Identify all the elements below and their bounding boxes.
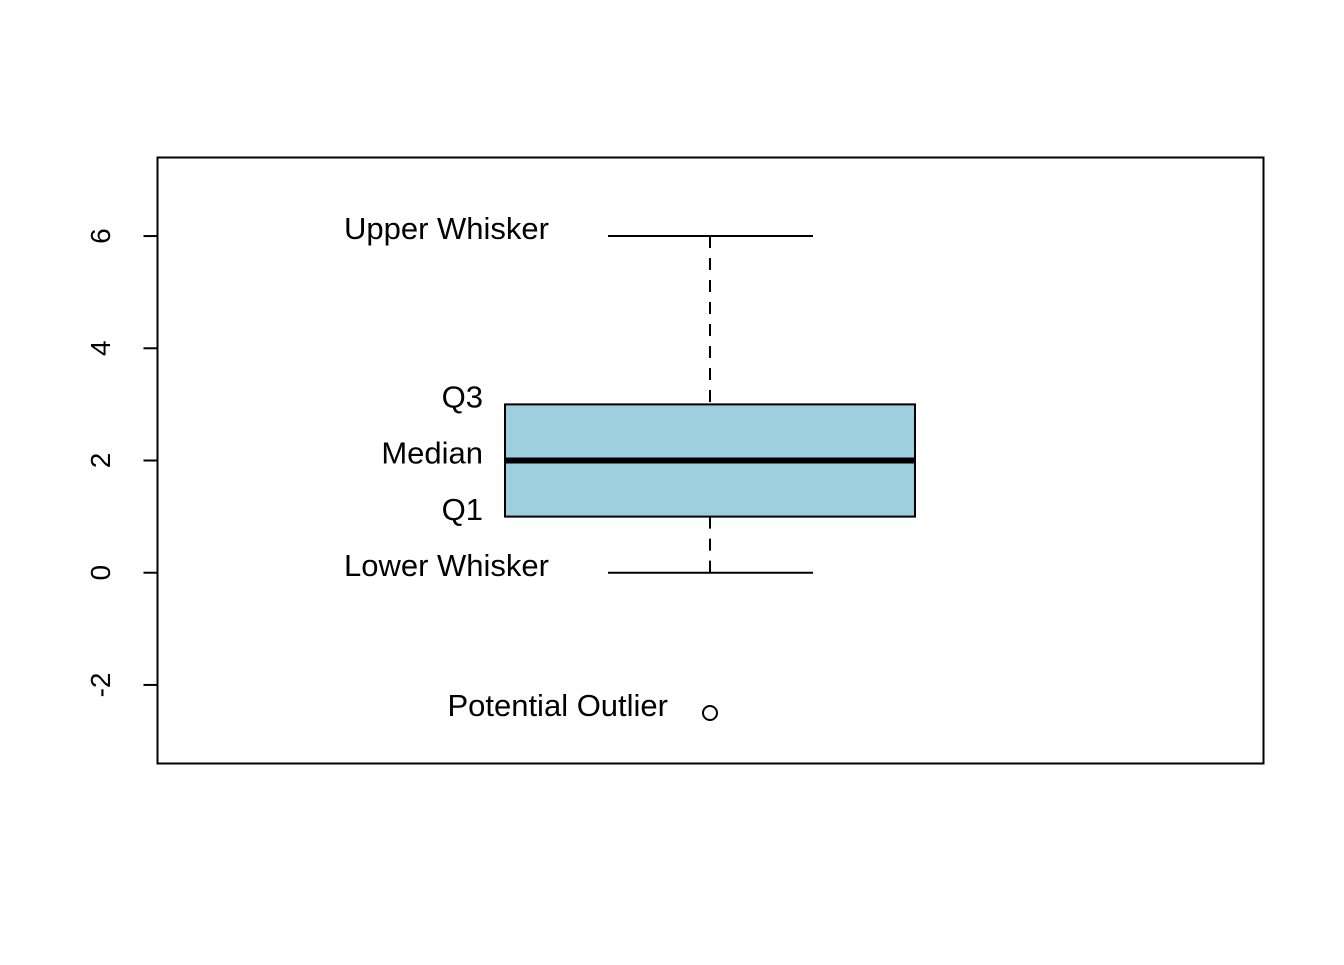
annotation-lower-whisker: Lower Whisker [344, 548, 549, 583]
annotation-outlier: Potential Outlier [447, 688, 668, 723]
annotations: Upper Whisker Q3 Median Q1 Lower Whisker Pote… [344, 211, 668, 723]
annotation-q3: Q3 [442, 380, 483, 415]
y-tick-label: 2 [85, 453, 116, 469]
annotation-upper-whisker: Upper Whisker [344, 211, 549, 246]
y-tick-label: 0 [85, 565, 116, 581]
box-plot [504, 235, 916, 721]
annotation-median: Median [381, 436, 483, 471]
y-tick-label: -2 [85, 672, 116, 697]
outlier-point [702, 705, 718, 721]
annotation-q1: Q1 [442, 492, 483, 527]
y-tick-label: 4 [85, 340, 116, 356]
y-tick-label: 6 [85, 228, 116, 244]
y-axis: -2 0 2 4 6 [85, 228, 159, 697]
